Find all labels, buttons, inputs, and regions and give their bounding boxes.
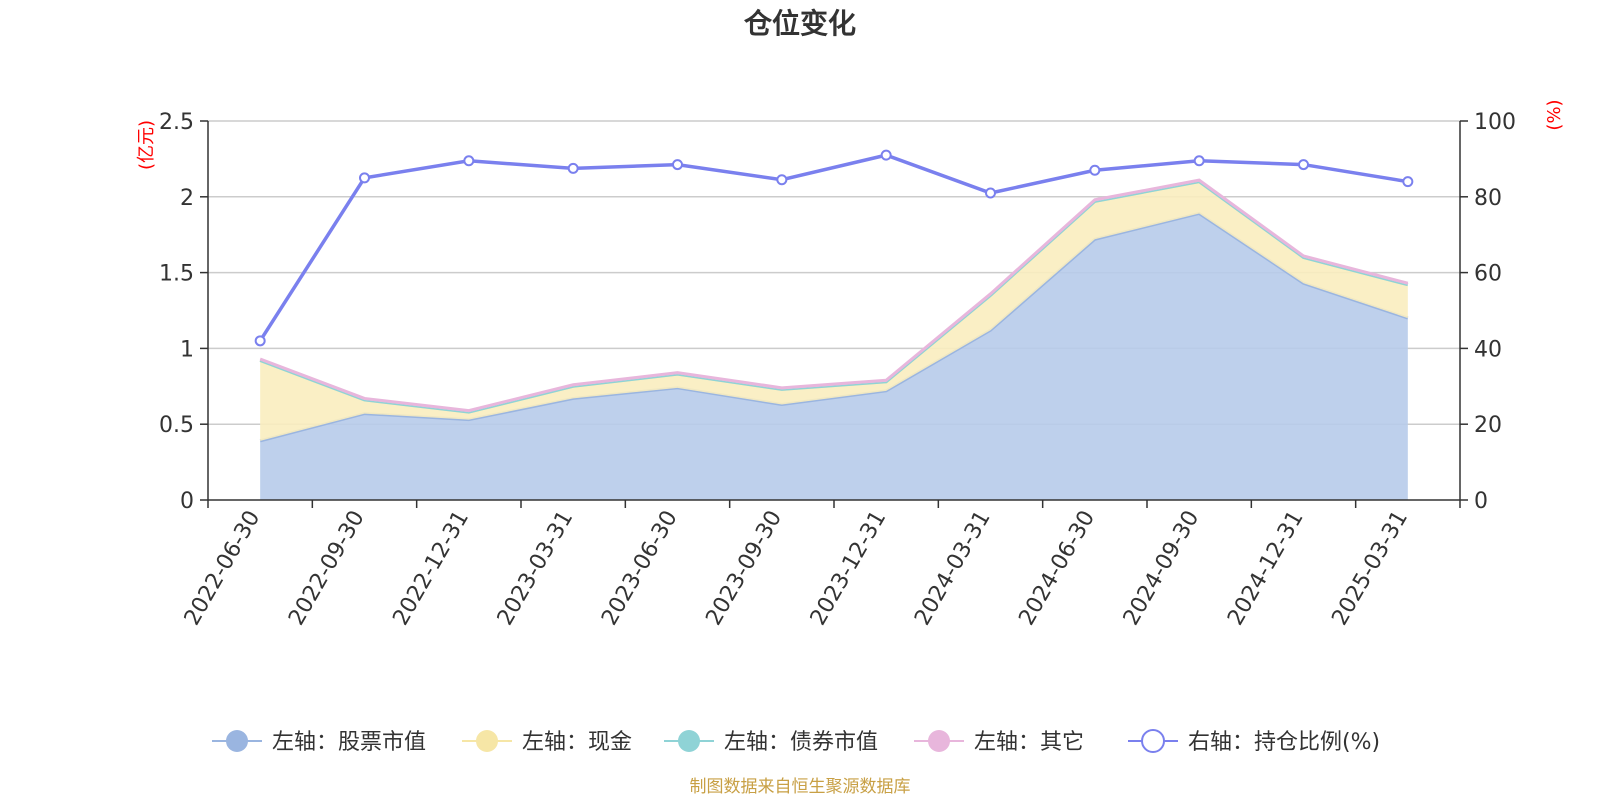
legend-marker [226, 730, 248, 752]
right-tick-label: 80 [1474, 186, 1502, 211]
chart-title: 仓位变化 [744, 7, 856, 40]
right-tick-label: 40 [1474, 337, 1502, 362]
legend-label: 右轴：持仓比例(%) [1188, 730, 1380, 755]
legend-item: 左轴：其它 [914, 730, 1084, 755]
ratio-line [258, 153, 1409, 342]
legend-item: 左轴：股票市值 [212, 730, 426, 755]
legend-label: 左轴：现金 [522, 730, 632, 755]
legend-item: 左轴：债券市值 [664, 730, 878, 755]
x-tick-label: 2023-09-30 [701, 507, 787, 630]
ratio-point [359, 172, 370, 184]
legend-label: 左轴：债券市值 [724, 730, 878, 755]
right-axis-unit: (%) [1544, 99, 1565, 130]
source-note: 制图数据来自恒生聚源数据库 [690, 777, 911, 797]
x-tick-label: 2024-03-31 [910, 507, 996, 630]
x-tick-label: 2022-12-31 [388, 507, 474, 630]
ratio-point [463, 155, 475, 167]
ratio-point [1089, 164, 1101, 176]
right-tick-label: 20 [1474, 413, 1502, 438]
ratio-point [985, 187, 996, 199]
legend-item: 右轴：持仓比例(%) [1128, 729, 1380, 755]
legend-label: 左轴：其它 [974, 730, 1084, 755]
ratio-point [567, 162, 579, 174]
ratio-point [776, 174, 788, 186]
x-tick-label: 2023-06-30 [597, 507, 683, 630]
legend-marker [476, 730, 498, 752]
legend-marker [928, 730, 950, 752]
area-9ab5e0 [260, 213, 1408, 500]
right-tick-label: 100 [1474, 110, 1516, 135]
left-tick-label: 0.5 [159, 413, 194, 438]
right-tick-label: 0 [1474, 489, 1488, 514]
x-tick-label: 2024-09-30 [1119, 507, 1205, 630]
x-tick-label: 2023-12-31 [806, 507, 892, 630]
legend: 左轴：股票市值 左轴：现金 左轴：债券市值 左轴：其它 右轴：持仓比例(%) [212, 729, 1380, 755]
x-tick-label: 2024-12-31 [1223, 507, 1309, 630]
legend-marker [1141, 729, 1165, 753]
ratio-line-series [254, 149, 1414, 347]
ratio-point [1193, 155, 1205, 167]
area-f6e6a6 [260, 181, 1408, 441]
left-tick-label: 1 [180, 337, 194, 362]
ratio-point [880, 149, 892, 161]
ratio-point [1402, 176, 1414, 188]
legend-label: 左轴：股票市值 [272, 730, 426, 755]
ratio-point [254, 335, 266, 347]
left-tick-label: 2 [180, 186, 194, 211]
right-tick-label: 60 [1474, 262, 1502, 287]
x-tick-label: 2025-03-31 [1327, 507, 1413, 630]
area-edge [259, 178, 1409, 413]
left-axis-unit: (亿元) [136, 120, 157, 170]
x-tick-label: 2022-09-30 [284, 507, 370, 630]
stacked-areas [259, 178, 1409, 500]
x-tick-label: 2022-06-30 [180, 507, 266, 630]
x-tick-label: 2024-06-30 [1014, 507, 1100, 630]
left-tick-label: 2.5 [159, 110, 194, 135]
ratio-point [672, 159, 683, 171]
left-tick-label: 0 [180, 489, 194, 514]
legend-marker [678, 730, 700, 752]
ratio-point [1298, 159, 1309, 171]
left-tick-label: 1.5 [159, 262, 194, 287]
legend-item: 左轴：现金 [462, 730, 632, 755]
x-tick-label: 2023-03-31 [493, 507, 579, 630]
